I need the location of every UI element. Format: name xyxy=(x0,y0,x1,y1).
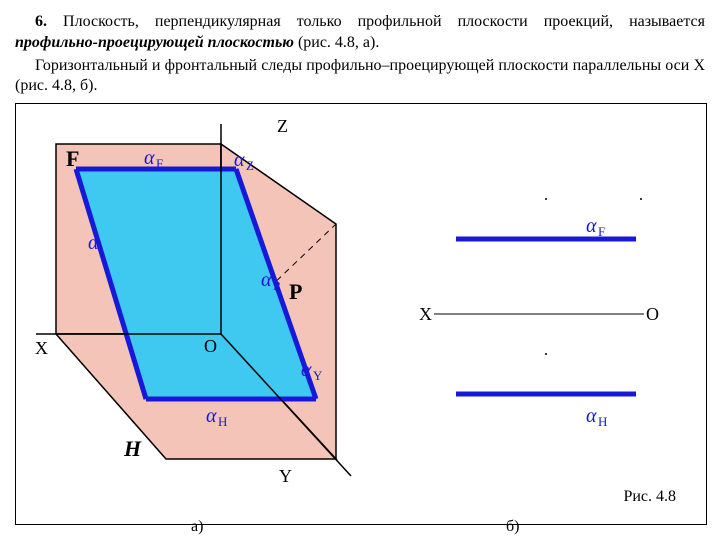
svg-text:X: X xyxy=(419,304,432,324)
svg-text:H: H xyxy=(218,414,227,429)
svg-text:X: X xyxy=(35,338,48,358)
svg-text:Z: Z xyxy=(277,116,288,136)
svg-text:O: O xyxy=(204,336,217,356)
svg-text:α: α xyxy=(144,147,155,169)
svg-text:α: α xyxy=(301,359,312,381)
svg-text:α: α xyxy=(261,269,272,291)
svg-text:P: P xyxy=(273,278,280,293)
svg-text:H: H xyxy=(598,414,607,429)
item-number: 6. xyxy=(35,13,47,30)
caption-a: а) xyxy=(191,518,203,536)
figure-svg: FPHZYXOααFαZαPαYαHXOαFαH xyxy=(16,104,706,524)
svg-text:Y: Y xyxy=(279,466,292,486)
svg-text:Y: Y xyxy=(313,368,323,383)
figure-container: FPHZYXOααFαZαPαYαHXOαFαH а) б) Рис. 4.8 xyxy=(15,103,707,525)
paragraph-2: Горизонтальный и фронтальный следы профи… xyxy=(15,56,705,98)
svg-text:F: F xyxy=(598,224,605,239)
svg-text:α: α xyxy=(206,405,217,427)
p1-text-a: Плоскость, перпендикулярная только профи… xyxy=(47,13,705,30)
svg-text:O: O xyxy=(646,304,659,324)
svg-text:P: P xyxy=(289,279,302,304)
p1-term: профильно-проецирующей плоскостью xyxy=(15,34,294,51)
svg-text:α: α xyxy=(88,232,99,254)
svg-text:F: F xyxy=(156,156,163,171)
svg-text:α: α xyxy=(586,405,597,427)
svg-text:α: α xyxy=(234,149,245,171)
paragraph-1: 6. Плоскость, перпендикулярная только пр… xyxy=(15,12,705,54)
svg-text:H: H xyxy=(123,436,142,461)
p1-text-c: (рис. 4.8, а). xyxy=(294,34,379,51)
svg-text:α: α xyxy=(586,215,597,237)
caption-fig: Рис. 4.8 xyxy=(623,488,676,506)
svg-text:Z: Z xyxy=(246,158,254,173)
svg-text:F: F xyxy=(66,146,79,171)
caption-b: б) xyxy=(506,518,519,536)
